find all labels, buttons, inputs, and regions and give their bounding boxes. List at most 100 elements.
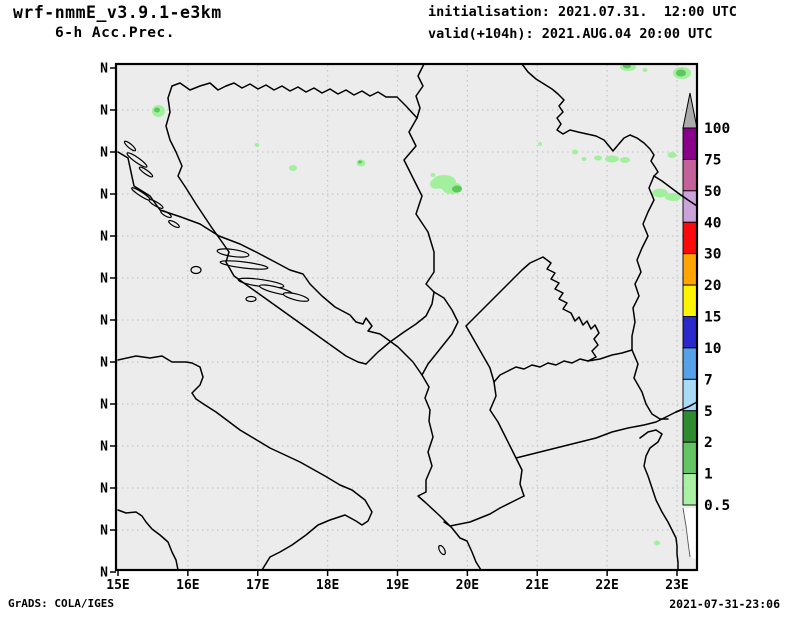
precip-patch-dark	[154, 107, 160, 113]
islands-layer	[123, 140, 446, 556]
outline-albania-greece	[443, 495, 525, 527]
outline-albania-east	[489, 381, 525, 497]
precip-patch-dark	[452, 185, 462, 193]
outline-montenegro-albania	[421, 291, 459, 376]
lat-axis-label: 42.5N	[100, 314, 108, 329]
lat-axis-label: 42N	[100, 356, 108, 371]
colorbar-label: 75	[704, 152, 721, 168]
outline-macedonia-greece-bulgaria	[515, 401, 698, 459]
colorbar-label: 15	[704, 310, 721, 326]
lat-axis-label: 41.5N	[100, 398, 108, 413]
outline-serbia-bulgaria	[631, 175, 655, 351]
colorbar-label: 10	[704, 341, 721, 357]
map-plot-area: 1007550403020151075210.545.5N45N44.5N44N…	[69, 56, 760, 596]
border-over-colorbar	[675, 401, 698, 413]
precip-patch-light	[605, 155, 619, 163]
outline-adriatic-coast	[117, 151, 482, 571]
lon-axis-label: 17E	[246, 578, 269, 593]
plot-subtitle: 6-h Acc.Prec.	[55, 25, 175, 41]
creation-timestamp: 2021-07-31-23:06	[669, 597, 780, 611]
colorbar-segment	[682, 253, 698, 286]
lon-axis-label: 18E	[316, 578, 339, 593]
colorbar-label: 40	[704, 215, 721, 231]
border-over-colorbar	[677, 192, 698, 207]
graticule-layer	[117, 65, 696, 569]
lon-axis-label: 21E	[526, 578, 549, 593]
domain-edge-wedge	[683, 508, 697, 560]
map-background	[116, 64, 697, 570]
colorbar-segment	[682, 158, 698, 192]
precip-patch-dark	[358, 160, 362, 164]
colorbar-segment	[682, 473, 698, 506]
precip-patch-light	[665, 193, 681, 201]
precip-patch-light	[594, 155, 602, 161]
precipitation-map-canvas: 1007550403020151075210.545.5N45N44.5N44N…	[69, 62, 730, 594]
precip-patch-light	[430, 173, 436, 177]
grads-attribution: GrADS: COLA/IGES	[8, 597, 114, 610]
colorbar-label: 30	[704, 247, 721, 263]
precip-patch-light	[538, 142, 542, 146]
outline-kosovo	[465, 256, 600, 383]
outline-serbia-romania	[521, 63, 659, 177]
lon-axis-label: 22E	[595, 578, 618, 593]
initialisation-time: initialisation: 2021.07.31. 12:00 UTC	[428, 4, 737, 20]
lat-axis-label: 40N	[100, 524, 108, 539]
island-outline	[126, 152, 148, 168]
precip-patch-light	[254, 143, 260, 147]
island-outline	[282, 292, 310, 302]
lat-axis-label: 44N	[100, 188, 108, 203]
island-outline	[123, 140, 137, 152]
lat-axis-label: 40.5N	[100, 482, 108, 497]
coast-border-layer	[117, 63, 698, 571]
domain-edge	[682, 507, 697, 560]
outline-montenegro-bosnia	[365, 291, 435, 365]
outline-macedonia-north	[587, 349, 633, 362]
outline-croatia-bosnia-west	[165, 85, 367, 365]
colorbar-segment	[682, 127, 698, 160]
domain-edge-line	[682, 507, 691, 558]
outline-drina-border	[403, 117, 435, 293]
precip-patch-light	[667, 152, 677, 158]
precip-patch-light	[620, 157, 630, 163]
precip-patch-light	[642, 68, 648, 72]
outline-croatia-serbia	[415, 63, 425, 119]
outline-macedonia-east	[631, 349, 669, 420]
precip-patch-light	[581, 157, 587, 161]
lat-axis-label: 41N	[100, 440, 108, 455]
island-outline	[219, 260, 269, 270]
island-outline	[216, 248, 250, 258]
island-outline	[168, 219, 180, 229]
colorbar-label: 50	[704, 184, 721, 200]
island-outline	[245, 295, 257, 303]
lon-axis-label: 20E	[456, 578, 479, 593]
outline-italy-adriatic	[117, 355, 373, 571]
lat-axis-label: 43N	[100, 272, 108, 287]
outline-sava-border	[171, 82, 418, 119]
colorbar-crossing-lines	[675, 192, 698, 413]
island-outline	[138, 166, 154, 178]
colorbar-label: 0.5	[704, 498, 730, 514]
precip-patch-dark	[676, 69, 686, 77]
colorbar-segment	[682, 410, 698, 443]
colorbar-segment	[682, 284, 698, 317]
colorbar-label: 2	[704, 435, 713, 451]
model-title: wrf-nmmE_v3.9.1-e3km	[13, 3, 222, 22]
colorbar-segment	[682, 441, 698, 475]
precip-patch-light	[652, 188, 668, 198]
lat-axis-label: 44.5N	[100, 146, 108, 161]
lon-axis-label: 16E	[176, 578, 199, 593]
precip-patch-light	[572, 149, 578, 155]
lon-axis-label: 23E	[665, 578, 688, 593]
map-frame	[114, 62, 699, 572]
valid-time: valid(+104h): 2021.AUG.04 20:00 UTC	[428, 26, 713, 42]
precip-patch-light	[289, 165, 297, 171]
colorbar-label: 100	[704, 121, 730, 137]
outline-italy-southwest	[117, 509, 179, 571]
colorbar-label: 5	[704, 404, 713, 420]
colorbar-segment	[682, 316, 698, 349]
colorbar-label: 20	[704, 278, 721, 294]
colorbar-label: 7	[704, 372, 713, 388]
island-outline	[190, 265, 202, 275]
